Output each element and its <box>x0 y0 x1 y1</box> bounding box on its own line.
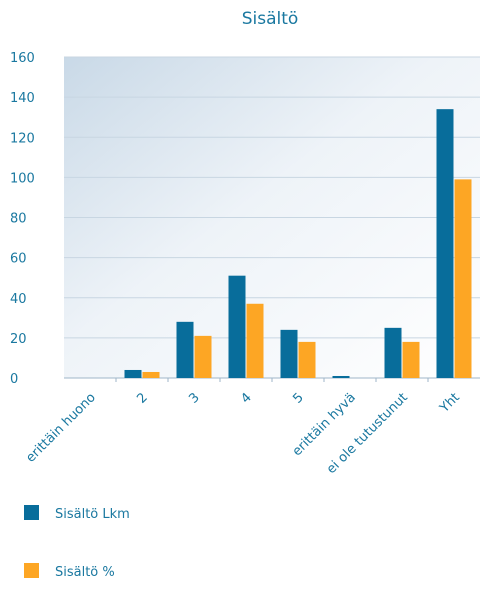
bar-percent <box>454 179 472 378</box>
legend-label: Sisältö % <box>55 565 115 580</box>
bar-percent <box>246 303 264 378</box>
y-tick-label: 40 <box>10 292 27 307</box>
bar-lkm <box>280 329 298 378</box>
bar-percent <box>298 341 316 378</box>
x-category-label: 4 <box>238 390 254 406</box>
bar-percent <box>142 371 160 378</box>
legend-swatch <box>24 505 39 520</box>
bar-lkm <box>436 109 454 378</box>
y-tick-label: 20 <box>10 332 27 347</box>
x-category-label: Yht <box>436 390 462 416</box>
bar-lkm <box>124 369 142 378</box>
y-tick-label: 60 <box>10 252 27 267</box>
y-tick-label: 100 <box>10 171 35 186</box>
legend: Sisältö Lkm Sisältö % <box>24 505 130 580</box>
x-category-label: erittäin huono <box>23 390 98 465</box>
y-tick-label: 80 <box>10 212 27 227</box>
bar-percent <box>402 341 420 378</box>
x-category-label: 2 <box>134 390 150 406</box>
legend-swatch <box>24 563 39 578</box>
x-category-label: 5 <box>290 390 306 406</box>
y-tick-label: 120 <box>10 131 35 146</box>
y-tick-label: 140 <box>10 91 35 106</box>
bar-lkm <box>228 275 246 378</box>
bar-lkm <box>384 327 402 378</box>
x-category-label: 3 <box>186 390 202 406</box>
chart-title: Sisältö <box>242 9 299 29</box>
bar-lkm <box>176 321 194 378</box>
y-axis: 0 20 40 60 80 100 120 140 160 <box>10 51 35 387</box>
y-tick-label: 160 <box>10 51 35 66</box>
legend-label: Sisältö Lkm <box>55 507 130 522</box>
y-tick-label: 0 <box>10 372 18 387</box>
bar-percent <box>194 335 212 378</box>
bar-lkm <box>332 375 350 378</box>
bars <box>124 109 472 378</box>
